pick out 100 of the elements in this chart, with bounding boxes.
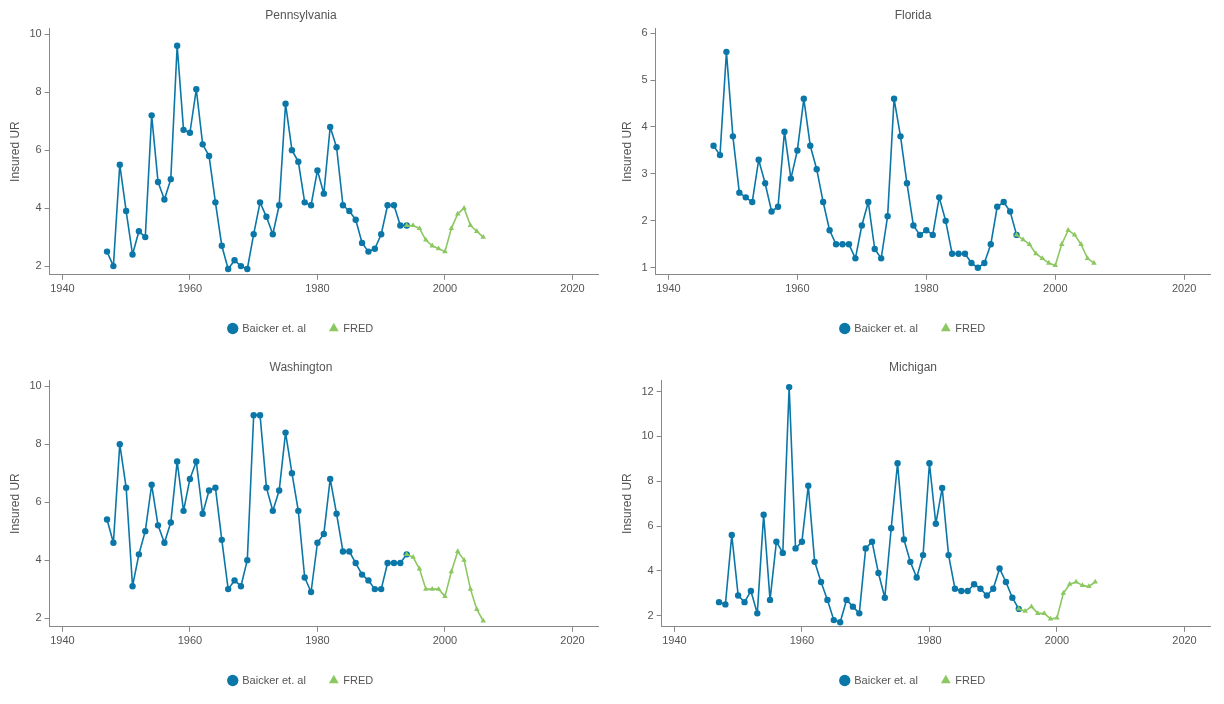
point [800,95,808,102]
point [723,48,730,56]
point [805,482,812,489]
point [894,460,901,467]
x-tick-label: 1940 [662,634,687,647]
point [1092,578,1098,584]
point [410,222,416,228]
point [755,156,762,164]
y-tick-label: 2 [647,608,654,621]
point [416,225,423,231]
point [798,538,806,545]
point [161,539,168,546]
point [256,199,264,206]
point [754,610,761,617]
point [301,199,308,206]
point [397,222,404,229]
point [275,202,283,209]
point [173,42,181,49]
point [282,429,289,436]
point [263,484,270,491]
point [881,594,889,601]
y-tick-label: 8 [35,437,42,450]
point [865,198,872,206]
point [282,100,289,107]
point [900,536,908,543]
y-axis-title: Insured UR [7,120,22,182]
point [830,616,837,624]
point [231,577,238,584]
point [923,227,930,234]
y-tick-label: 4 [35,553,42,566]
point [148,112,155,119]
point [961,250,969,257]
point [269,231,277,238]
point [766,596,774,604]
point [747,587,755,595]
point [768,208,775,215]
point [938,484,946,492]
point [110,539,117,546]
point [807,142,814,149]
point [269,507,277,515]
x-tick-label: 2000 [1043,282,1068,295]
point [371,585,379,593]
legend-label: FRED [955,321,986,334]
point [1000,198,1007,206]
point [461,204,467,210]
point [760,511,767,518]
point [1078,241,1084,246]
y-axis-title: Insured UR [619,472,634,534]
legend-label: Baicker et. al [854,673,918,686]
point [275,487,283,494]
point [926,460,933,467]
point [154,522,162,529]
point [974,264,982,271]
point [224,585,232,593]
point [186,475,194,483]
point [314,539,321,546]
point [849,603,857,610]
point [862,545,869,552]
x-tick-label: 1940 [656,282,681,295]
x-tick-label: 1940 [50,282,75,295]
point [423,236,429,242]
point [384,559,391,567]
y-tick-label: 10 [29,27,42,40]
chart-title: Florida [894,7,932,22]
point [897,133,904,140]
point [1033,250,1039,256]
legend-label: FRED [343,321,374,334]
point [1058,241,1065,246]
point [199,510,206,517]
y-tick-label: 2 [35,259,42,272]
point [970,581,978,588]
y-tick-label: 10 [29,379,42,392]
point [942,217,949,225]
point [728,531,735,539]
point [416,565,423,571]
point [122,207,130,215]
point [429,585,435,591]
point [263,213,270,221]
point [839,241,846,248]
point [845,241,853,248]
point [955,250,962,257]
point [288,469,296,477]
point [326,123,334,131]
point [320,190,328,197]
point [1046,259,1052,265]
x-tick-label: 2020 [1171,282,1197,295]
point [167,175,174,183]
point [1047,615,1054,621]
point [787,175,795,182]
y-tick-label: 6 [641,26,648,39]
point [467,222,474,228]
point [250,411,257,419]
point [890,95,898,102]
point [218,536,225,544]
x-tick-label: 1960 [789,634,815,647]
x-tick-label: 1960 [177,634,203,647]
chart-title: Michigan [888,359,938,374]
point [384,202,391,209]
point [454,210,461,216]
point [1084,255,1091,260]
